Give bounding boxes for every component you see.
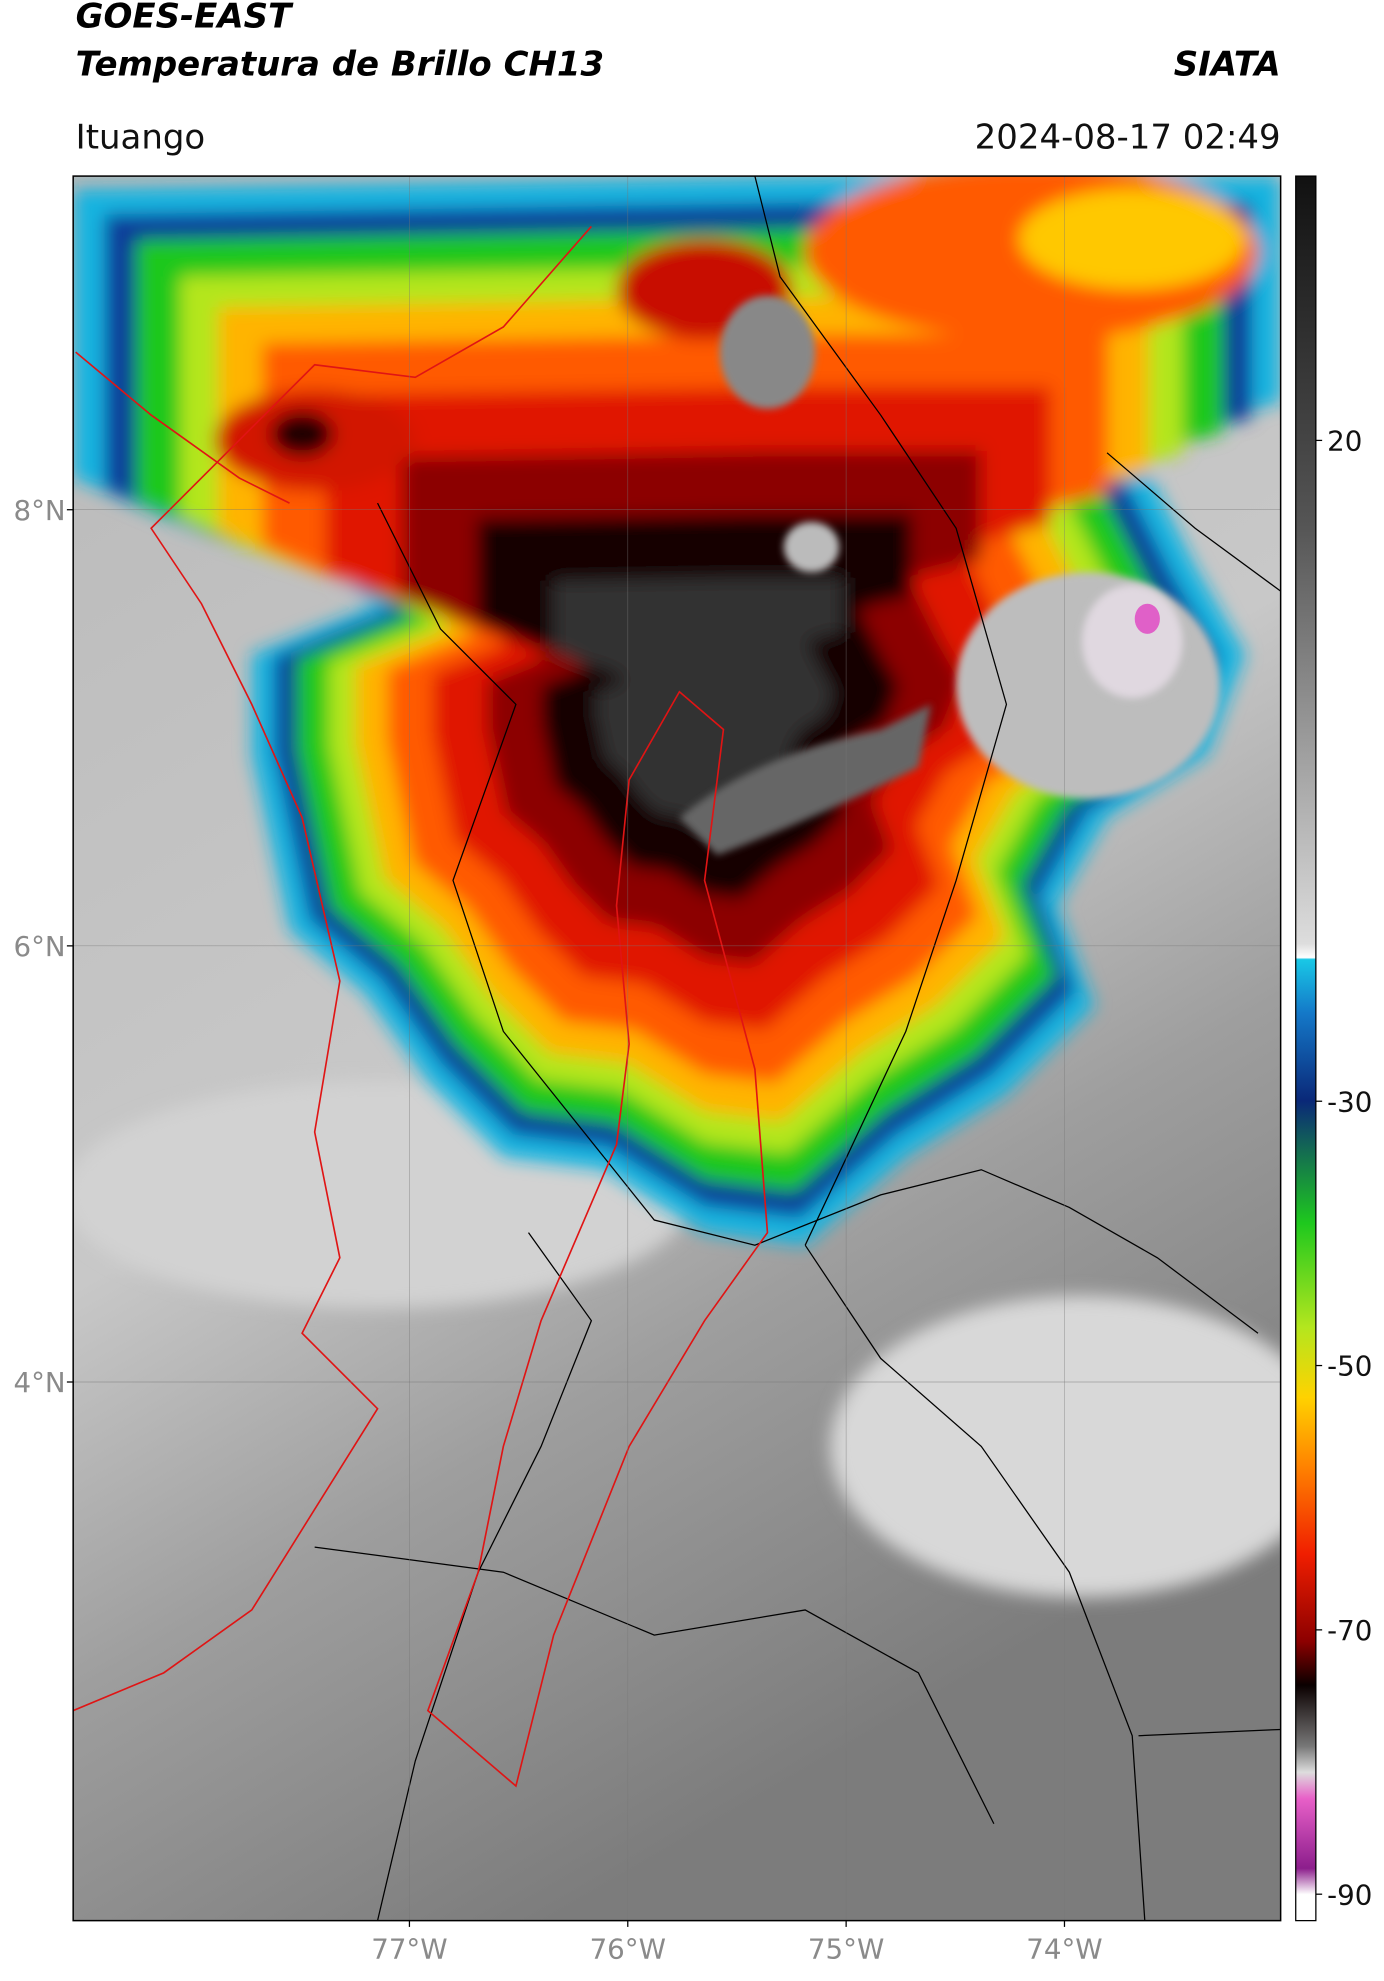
satellite-image	[73, 176, 1281, 1921]
subtitle: Temperatura de Brillo CH13	[76, 44, 604, 84]
axes: 8°N 6°N 4°N 77°W 76°W 75°W 74°W	[14, 494, 1103, 1966]
map-frame	[72, 175, 1282, 1922]
colorbar-ticks: 20 -30 -50 -70 -90	[1315, 424, 1372, 1911]
lon-label: 74°W	[1026, 1932, 1102, 1965]
region: Ituango	[76, 117, 206, 157]
colorbar-label: -50	[1327, 1350, 1372, 1383]
agency: SIATA	[1174, 44, 1281, 84]
lat-label: 4°N	[14, 1366, 66, 1399]
lat-label: 6°N	[14, 930, 66, 963]
graticule	[73, 176, 1281, 1921]
colorbar-label: -90	[1327, 1878, 1372, 1911]
lon-label: 75°W	[808, 1932, 884, 1965]
title: GOES-EAST	[76, 0, 294, 37]
timestamp: 2024-08-17 02:49	[975, 117, 1281, 157]
colorbar-label: -70	[1327, 1614, 1372, 1647]
lon-label: 76°W	[590, 1932, 666, 1965]
lat-label: 8°N	[14, 494, 66, 527]
colorbar-label: -30	[1327, 1085, 1372, 1118]
lon-label: 77°W	[371, 1932, 447, 1965]
colorbar	[1295, 175, 1317, 1922]
colorbar-label: 20	[1327, 424, 1362, 457]
